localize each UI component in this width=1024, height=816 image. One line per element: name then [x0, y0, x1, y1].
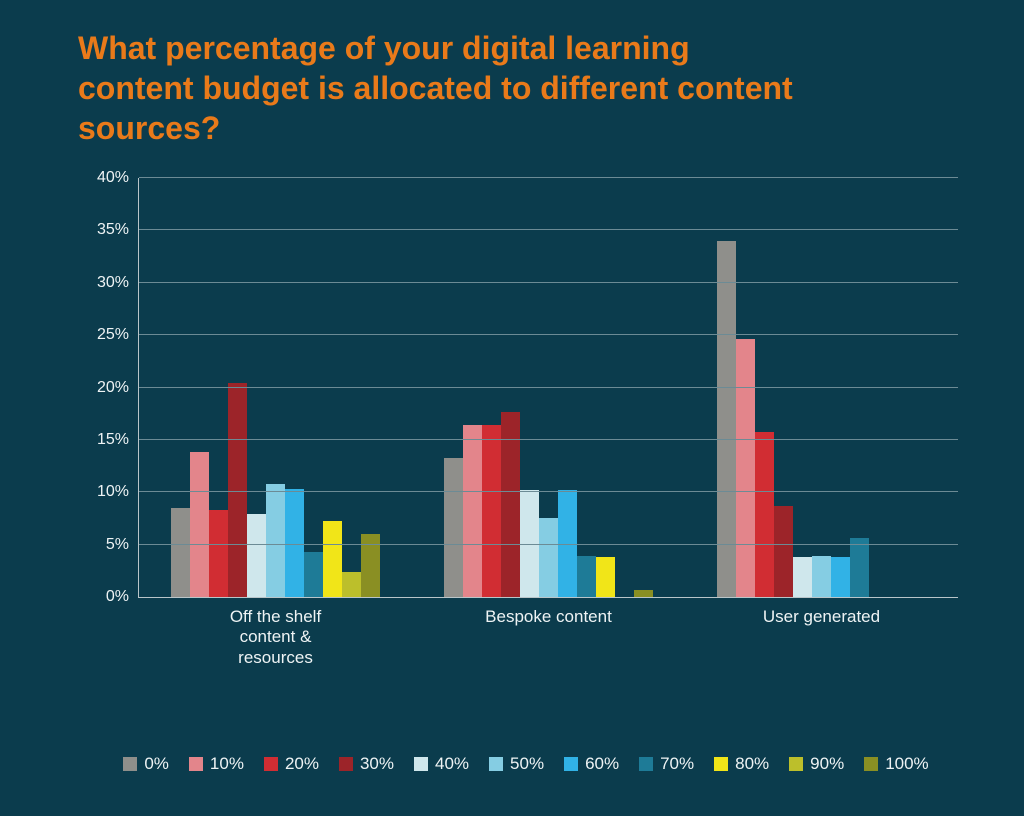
legend-item: 50%	[489, 754, 544, 774]
bar	[444, 458, 463, 597]
legend-label: 60%	[585, 754, 619, 774]
legend-label: 20%	[285, 754, 319, 774]
bar	[736, 339, 755, 597]
legend-item: 70%	[639, 754, 694, 774]
x-axis-label: Bespoke content	[485, 597, 612, 627]
legend-label: 40%	[435, 754, 469, 774]
legend-swatch	[123, 757, 137, 771]
legend-label: 100%	[885, 754, 928, 774]
legend-label: 0%	[144, 754, 169, 774]
legend-swatch	[414, 757, 428, 771]
legend-item: 10%	[189, 754, 244, 774]
legend-swatch	[789, 757, 803, 771]
grid-line	[139, 229, 958, 230]
grid-line	[139, 282, 958, 283]
legend-item: 0%	[123, 754, 169, 774]
bar-group: Off the shelf content & resources	[139, 178, 412, 597]
legend-item: 60%	[564, 754, 619, 774]
legend-swatch	[864, 757, 878, 771]
grid-line	[139, 491, 958, 492]
legend-item: 40%	[414, 754, 469, 774]
bar-group: User generated	[685, 178, 958, 597]
bar	[577, 556, 596, 597]
bar	[812, 556, 831, 597]
grid-line	[139, 544, 958, 545]
y-axis-label: 30%	[97, 274, 139, 292]
legend-label: 10%	[210, 754, 244, 774]
bar-group: Bespoke content	[412, 178, 685, 597]
legend-swatch	[489, 757, 503, 771]
bar	[774, 506, 793, 597]
legend-swatch	[339, 757, 353, 771]
legend-swatch	[264, 757, 278, 771]
y-axis-label: 15%	[97, 431, 139, 449]
bar	[755, 432, 774, 598]
legend: 0% 10% 20% 30% 40% 50% 60% 70% 80% 90% 100%	[78, 754, 974, 774]
bar	[171, 508, 190, 597]
y-axis-label: 10%	[97, 483, 139, 501]
y-axis-label: 0%	[106, 588, 139, 606]
bar	[463, 425, 482, 597]
legend-item: 100%	[864, 754, 928, 774]
bar	[596, 557, 615, 597]
bar	[831, 557, 850, 597]
legend-swatch	[714, 757, 728, 771]
grid-line	[139, 334, 958, 335]
plot-area: Off the shelf content & resourcesBespoke…	[138, 178, 958, 598]
bar	[793, 557, 812, 597]
bar	[323, 521, 342, 597]
legend-item: 90%	[789, 754, 844, 774]
bar-groups: Off the shelf content & resourcesBespoke…	[139, 178, 958, 597]
bar	[266, 484, 285, 597]
bar	[228, 383, 247, 597]
chart: Off the shelf content & resourcesBespoke…	[88, 178, 958, 638]
bar	[342, 572, 361, 597]
legend-swatch	[189, 757, 203, 771]
legend-label: 70%	[660, 754, 694, 774]
bar	[247, 514, 266, 597]
y-axis-label: 35%	[97, 221, 139, 239]
bar	[190, 452, 209, 597]
bar	[482, 425, 501, 597]
x-axis-label: User generated	[763, 597, 880, 627]
legend-label: 30%	[360, 754, 394, 774]
bar	[634, 590, 653, 597]
legend-item: 80%	[714, 754, 769, 774]
grid-line	[139, 439, 958, 440]
legend-label: 90%	[810, 754, 844, 774]
y-axis-label: 5%	[106, 536, 139, 554]
grid-line	[139, 387, 958, 388]
bar	[539, 518, 558, 597]
chart-title: What percentage of your digital learning…	[0, 0, 880, 148]
legend-item: 30%	[339, 754, 394, 774]
grid-line	[139, 177, 958, 178]
y-axis-label: 40%	[97, 169, 139, 187]
x-axis-label: Off the shelf content & resources	[207, 597, 344, 668]
legend-label: 80%	[735, 754, 769, 774]
legend-swatch	[564, 757, 578, 771]
bar	[304, 552, 323, 597]
y-axis-label: 20%	[97, 379, 139, 397]
legend-item: 20%	[264, 754, 319, 774]
bar	[850, 538, 869, 597]
legend-label: 50%	[510, 754, 544, 774]
legend-swatch	[639, 757, 653, 771]
y-axis-label: 25%	[97, 326, 139, 344]
bar	[209, 510, 228, 597]
